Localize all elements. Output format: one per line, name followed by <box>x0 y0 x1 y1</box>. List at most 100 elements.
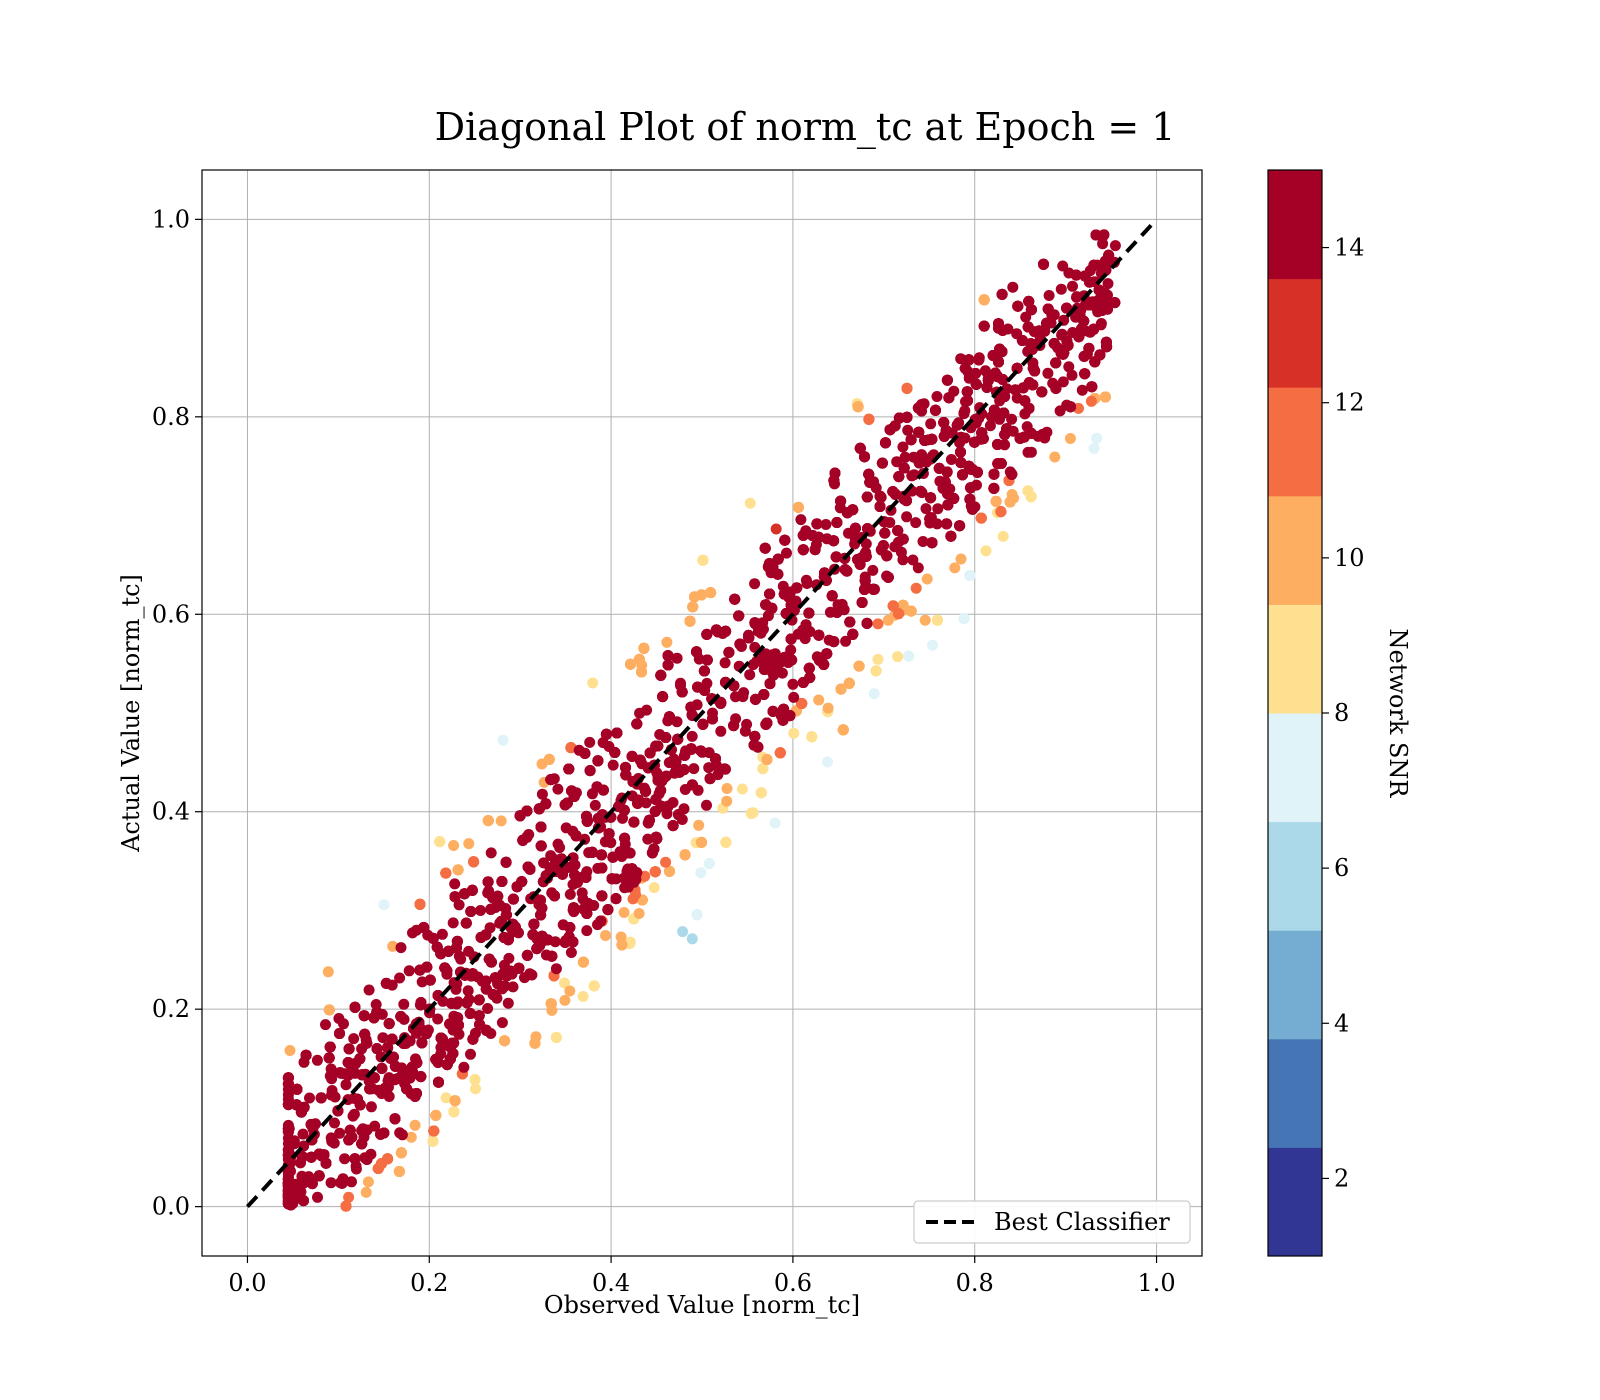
colorbar-segment <box>1268 930 1322 1040</box>
scatter-point <box>688 763 700 775</box>
colorbar-tick-label: 12 <box>1334 389 1365 417</box>
scatter-point <box>1066 369 1078 381</box>
scatter-point <box>306 1178 318 1190</box>
scatter-point <box>710 624 722 636</box>
scatter-point <box>677 926 689 938</box>
scatter-point <box>461 997 473 1009</box>
scatter-point <box>864 476 876 488</box>
scatter-point <box>560 822 572 834</box>
scatter-point <box>818 571 830 583</box>
scatter-point <box>348 1033 360 1045</box>
scatter-point <box>499 980 511 992</box>
scatter-point <box>1020 311 1032 323</box>
scatter-point <box>291 1083 303 1095</box>
scatter-point <box>288 1138 300 1150</box>
scatter-point <box>595 915 607 927</box>
scatter-point <box>781 547 792 559</box>
scatter-point <box>701 628 713 640</box>
scatter-point <box>853 660 865 672</box>
scatter-point <box>931 391 943 402</box>
scatter-point <box>707 713 718 725</box>
scatter-point <box>778 703 790 715</box>
scatter-point <box>993 356 1004 368</box>
scatter-point <box>535 840 547 852</box>
scatter-point <box>874 490 886 502</box>
scatter-point <box>1057 260 1069 272</box>
scatter-point <box>949 562 961 574</box>
scatter-point <box>898 462 910 474</box>
scatter-point <box>657 691 669 703</box>
scatter-point <box>691 646 702 658</box>
scatter-point <box>828 636 840 648</box>
scatter-point <box>761 754 773 765</box>
plot-frame <box>201 169 1203 1257</box>
scatter-point <box>696 836 707 848</box>
scatter-point <box>980 545 992 557</box>
scatter-point <box>565 742 577 754</box>
scatter-point <box>624 936 636 948</box>
scatter-point <box>334 1127 346 1139</box>
scatter-point <box>859 584 870 595</box>
scatter-point <box>295 1186 307 1198</box>
scatter-point <box>543 753 555 765</box>
scatter-point <box>282 1123 294 1135</box>
scatter-point <box>975 512 987 524</box>
scatter-point <box>696 589 707 601</box>
scatter-point <box>648 882 660 894</box>
scatter-point <box>618 907 630 918</box>
scatter-point <box>749 578 761 590</box>
scatter-point <box>609 747 621 758</box>
scatter-point <box>772 553 784 565</box>
scatter-point <box>589 799 601 811</box>
scatter-point <box>325 1177 337 1189</box>
scatter-point <box>494 917 506 929</box>
scatter-point <box>557 868 568 880</box>
scatter-point <box>1050 357 1062 369</box>
y-tick-label: 0.4 <box>152 798 190 826</box>
scatter-point <box>458 1061 470 1073</box>
scatter-point <box>973 354 985 366</box>
scatter-point <box>361 1124 373 1136</box>
scatter-point <box>868 688 880 700</box>
colorbar-segment <box>1268 1038 1322 1148</box>
scatter-point <box>1090 229 1102 241</box>
scatter-point <box>951 419 963 431</box>
scatter-point <box>521 831 533 843</box>
x-tick-label: 0.4 <box>592 1269 630 1297</box>
scatter-point <box>1065 401 1076 413</box>
scatter-point <box>322 966 334 978</box>
scatter-point <box>984 420 996 432</box>
colorbar-tick-label: 6 <box>1334 854 1349 882</box>
scatter-point <box>686 730 698 742</box>
scatter-point <box>861 617 873 629</box>
scatter-point <box>546 1004 558 1016</box>
scatter-point <box>1109 240 1121 252</box>
scatter-point <box>389 1060 401 1072</box>
colorbar-segment <box>1268 278 1322 388</box>
scatter-point <box>489 972 501 984</box>
scatter-point <box>955 353 967 365</box>
scatter-point <box>882 571 894 583</box>
scatter-point <box>588 980 600 992</box>
scatter-point <box>418 922 430 933</box>
scatter-point <box>415 997 427 1009</box>
scatter-point <box>744 497 756 509</box>
scatter-point <box>282 1098 294 1110</box>
scatter-point <box>925 492 937 504</box>
scatter-point <box>324 1041 336 1053</box>
scatter-point <box>496 1017 508 1029</box>
scatter-point <box>685 701 697 713</box>
scatter-point <box>698 665 710 677</box>
scatter-point <box>569 859 581 871</box>
scatter-point <box>527 929 539 941</box>
scatter-point <box>651 833 663 845</box>
scatter-point <box>737 691 749 703</box>
scatter-point <box>733 610 745 622</box>
scatter-point <box>511 881 523 893</box>
scatter-point <box>941 518 953 530</box>
colorbar-segment <box>1268 821 1322 931</box>
scatter-point <box>452 1012 464 1024</box>
scatter-point <box>1018 431 1030 443</box>
scatter-point <box>889 420 901 432</box>
scatter-point <box>938 417 950 428</box>
